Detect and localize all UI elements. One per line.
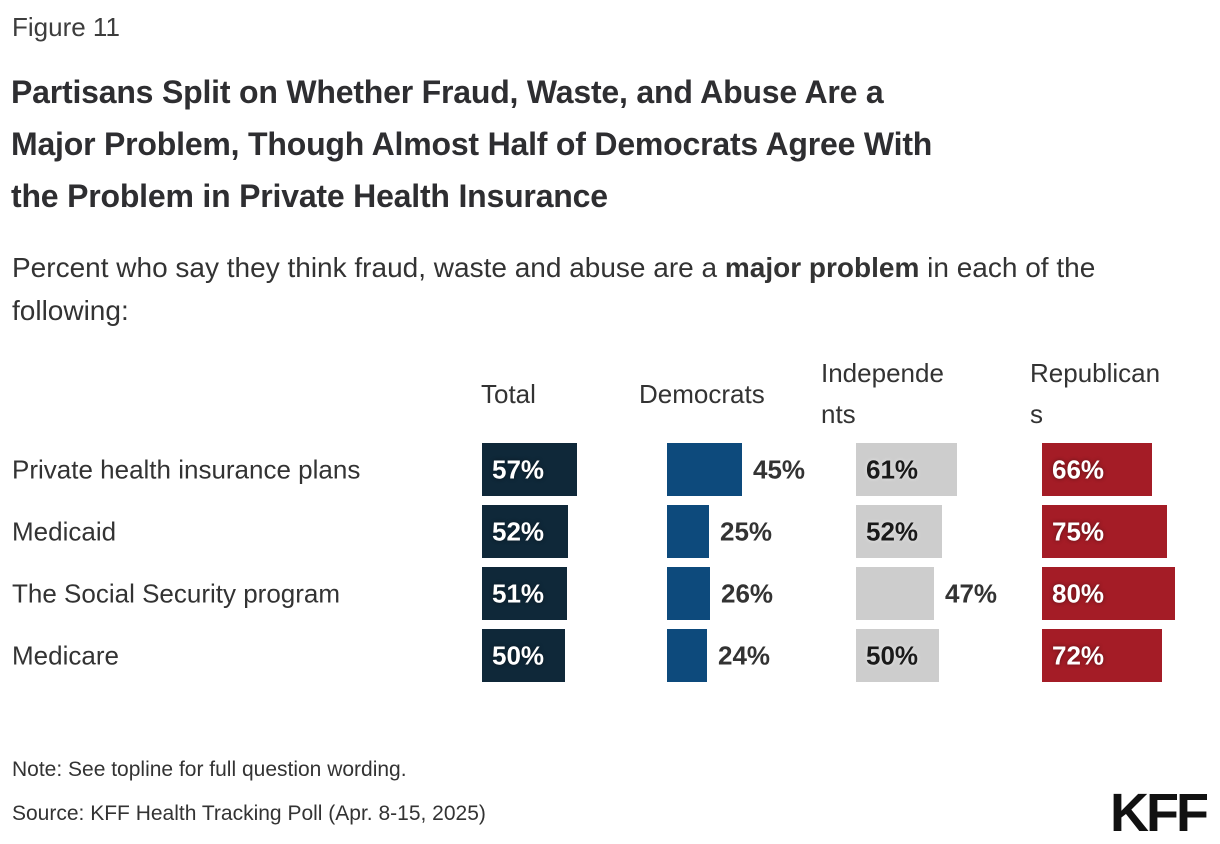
bar-total xyxy=(482,567,567,620)
bar-independents xyxy=(856,443,957,496)
bar-value-label: 75% xyxy=(1052,516,1105,546)
table-row: Private health insurance plans 57% 45% 61% 6… xyxy=(0,443,1220,496)
row-label: Medicaid xyxy=(12,516,117,546)
bar-value-label: 26% xyxy=(721,578,774,608)
bar-value-label: 24% xyxy=(718,640,771,670)
subtitle-text-after: in each of the following: xyxy=(12,252,1096,326)
column-headers: Total Democrats Independents Republicans xyxy=(0,352,1220,436)
bar-independents xyxy=(856,505,942,558)
chart-title: Partisans Split on Whether Fraud, Waste,… xyxy=(11,66,1206,222)
row-label: The Social Security program xyxy=(12,578,341,608)
column-header-republicans: Republicans xyxy=(1030,358,1161,429)
bar-democrats xyxy=(667,629,707,682)
bar-total xyxy=(482,505,568,558)
subtitle-bold-phrase: major problem xyxy=(724,252,920,283)
table-row: The Social Security program 51% 26% 47% 80% xyxy=(0,567,1220,620)
bar-value-label: 52% xyxy=(492,516,545,546)
bar-democrats xyxy=(667,567,710,620)
bar-republicans xyxy=(1042,443,1152,496)
note-text: Note: See topline for full question word… xyxy=(12,758,407,781)
bar-republicans xyxy=(1042,505,1167,558)
bar-value-label: 47% xyxy=(945,578,998,608)
bar-value-label: 52% xyxy=(866,516,919,546)
bar-value-label: 61% xyxy=(866,454,919,484)
bar-independents xyxy=(856,629,939,682)
chart-subtitle: Percent who say they think fraud, waste … xyxy=(12,246,1210,332)
bar-total xyxy=(482,629,565,682)
table-row: Medicaid 52% 25% 52% 75% xyxy=(0,505,1220,558)
bar-value-label: 51% xyxy=(492,578,545,608)
bar-republicans xyxy=(1042,629,1162,682)
column-header-independents: Independents xyxy=(821,358,944,429)
source-text: Source: KFF Health Tracking Poll (Apr. 8… xyxy=(12,802,486,825)
column-header-democrats: Democrats xyxy=(639,378,765,409)
column-header-total: Total xyxy=(481,378,536,409)
table-row: Medicare 50% 24% 50% 72% xyxy=(0,629,1220,682)
bar-value-label: 57% xyxy=(492,454,545,484)
chart-title-line-1: Partisans Split on Whether Fraud, Waste,… xyxy=(11,74,884,110)
kff-logo: KFF xyxy=(1110,783,1209,843)
bar-democrats xyxy=(667,505,709,558)
chart-rows: Private health insurance plans 57% 45% 61% 6… xyxy=(0,443,1220,683)
bar-democrats xyxy=(667,443,742,496)
bar-republicans xyxy=(1042,567,1175,620)
bar-value-label: 80% xyxy=(1052,578,1105,608)
bar-value-label: 72% xyxy=(1052,640,1105,670)
bar-value-label: 45% xyxy=(753,454,806,484)
bar-independents xyxy=(856,567,934,620)
bar-value-label: 66% xyxy=(1052,454,1105,484)
row-label: Medicare xyxy=(12,640,119,670)
chart-title-line-2: Major Problem, Though Almost Half of Dem… xyxy=(11,126,933,162)
bar-value-label: 50% xyxy=(492,640,545,670)
bar-value-label: 50% xyxy=(866,640,919,670)
row-label: Private health insurance plans xyxy=(12,454,361,484)
bar-value-label: 25% xyxy=(720,516,773,546)
figure-label: Figure 11 xyxy=(12,12,120,42)
bar-total xyxy=(482,443,577,496)
subtitle-text-before: Percent who say they think fraud, waste … xyxy=(12,252,725,283)
chart-title-line-3: the Problem in Private Health Insurance xyxy=(11,178,608,214)
